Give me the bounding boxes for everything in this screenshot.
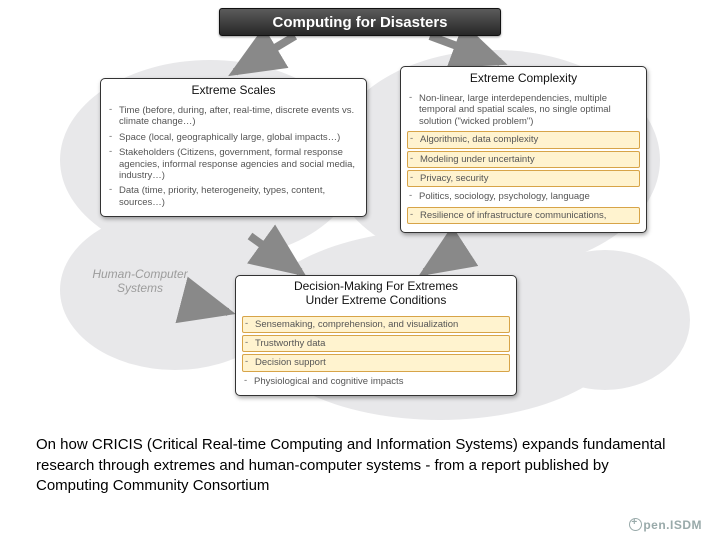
list-item: Algorithmic, data complexity — [407, 131, 640, 148]
panel-list: Non-linear, large interdependencies, mul… — [401, 87, 646, 232]
hcs-label: Human-Computer Systems — [80, 268, 200, 296]
diagram-title: Computing for Disasters — [219, 8, 501, 36]
list-item: Space (local, geographically large, glob… — [107, 130, 360, 145]
list-item: Stakeholders (Citizens, government, form… — [107, 145, 360, 183]
logo-mark-icon — [629, 518, 642, 531]
list-item: Non-linear, large interdependencies, mul… — [407, 91, 640, 129]
panel-title: Extreme Scales — [101, 79, 366, 99]
list-item: Sensemaking, comprehension, and visualiz… — [242, 316, 510, 333]
list-item: Data (time, priority, heterogeneity, typ… — [107, 183, 360, 210]
panel-title-line2: Under Extreme Conditions — [306, 293, 447, 307]
panel-title-line1: Decision-Making For Extremes — [294, 279, 458, 293]
openisdm-logo: pen.ISDM — [629, 518, 702, 532]
list-item: Resilience of infrastructure communicati… — [407, 207, 640, 224]
diagram-stage: Computing for Disasters Extreme Scales T… — [0, 0, 720, 540]
panel-extreme-scales: Extreme Scales Time (before, during, aft… — [100, 78, 367, 217]
list-item: Decision support — [242, 354, 510, 371]
panel-decision-making: Decision-Making For Extremes Under Extre… — [235, 275, 517, 396]
panel-title: Extreme Complexity — [401, 67, 646, 87]
list-item: Physiological and cognitive impacts — [242, 374, 510, 389]
list-item: Privacy, security — [407, 170, 640, 187]
cloud-shape — [520, 250, 690, 390]
panel-list: Time (before, during, after, real-time, … — [101, 99, 366, 216]
panel-list: Sensemaking, comprehension, and visualiz… — [236, 310, 516, 396]
list-item: Time (before, during, after, real-time, … — [107, 103, 360, 130]
list-item: Modeling under uncertainty — [407, 151, 640, 168]
hcs-label-text: Human-Computer Systems — [92, 267, 187, 295]
panel-extreme-complexity: Extreme Complexity Non-linear, large int… — [400, 66, 647, 233]
list-item: Politics, sociology, psychology, languag… — [407, 189, 640, 204]
list-item: Trustworthy data — [242, 335, 510, 352]
caption-text: On how CRICIS (Critical Real-time Comput… — [36, 435, 684, 496]
logo-text: pen.ISDM — [643, 518, 702, 532]
panel-title: Decision-Making For Extremes Under Extre… — [236, 276, 516, 310]
